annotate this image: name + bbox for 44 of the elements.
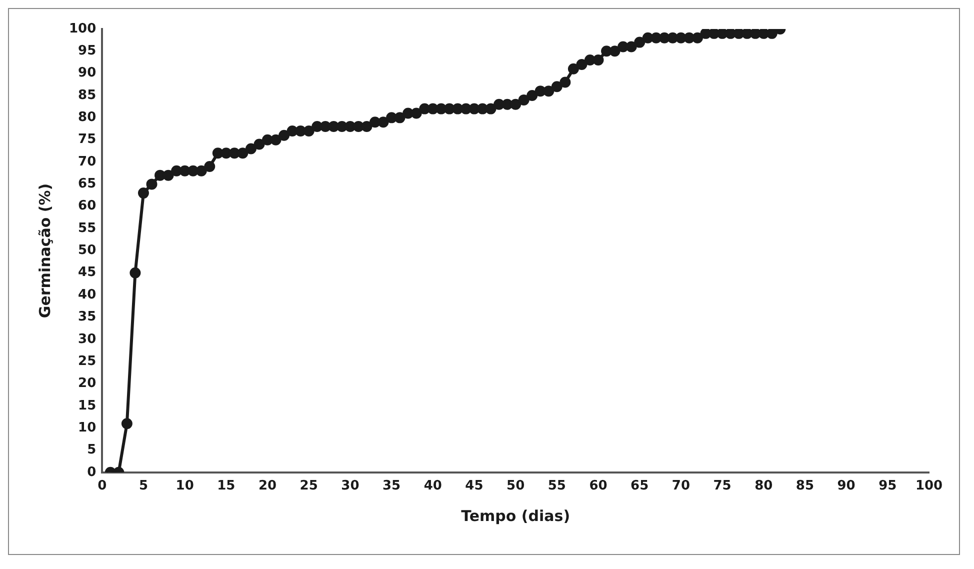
y-tick-label: 30 bbox=[78, 332, 96, 347]
x-tick-label: 0 bbox=[98, 478, 107, 494]
y-tick-label: 50 bbox=[78, 243, 96, 258]
x-tick-label: 45 bbox=[465, 478, 484, 494]
y-tick-label: 90 bbox=[78, 66, 96, 81]
y-tick-label: 35 bbox=[78, 310, 96, 325]
y-tick-label: 85 bbox=[78, 88, 96, 103]
x-tick-label: 100 bbox=[915, 478, 943, 494]
x-tick-label: 70 bbox=[672, 478, 690, 494]
x-tick-label: 25 bbox=[300, 478, 318, 494]
x-tick-label: 5 bbox=[138, 478, 148, 494]
y-tick-label: 0 bbox=[87, 464, 96, 480]
y-tick-label: 75 bbox=[78, 132, 96, 148]
x-axis-title: Tempo (dias) bbox=[461, 506, 570, 525]
y-tick-label: 70 bbox=[78, 154, 96, 170]
x-tick-label: 75 bbox=[713, 478, 732, 494]
x-tick-label: 90 bbox=[837, 478, 856, 494]
x-tick-label: 35 bbox=[382, 478, 401, 494]
y-tick-label: 80 bbox=[78, 110, 96, 126]
x-tick-label: 60 bbox=[589, 478, 608, 494]
x-tick-label: 40 bbox=[424, 478, 442, 494]
x-tick-label: 85 bbox=[796, 478, 814, 494]
x-tick-label: 30 bbox=[341, 478, 360, 494]
y-tick-label: 60 bbox=[78, 198, 96, 214]
y-tick-label: 10 bbox=[78, 420, 96, 436]
y-tick-label: 45 bbox=[78, 265, 96, 280]
y-axis-title: Germinação (%) bbox=[36, 183, 54, 318]
x-tick-label: 55 bbox=[548, 478, 566, 494]
x-tick-label: 95 bbox=[878, 478, 897, 494]
y-tick-label: 20 bbox=[78, 376, 96, 392]
x-tick-label: 20 bbox=[258, 478, 277, 494]
x-tick-label: 10 bbox=[176, 478, 194, 494]
y-tick-label: 65 bbox=[78, 176, 96, 192]
y-tick-label: 100 bbox=[68, 21, 96, 36]
y-tick-label: 15 bbox=[78, 398, 96, 414]
x-tick-label: 50 bbox=[506, 478, 525, 494]
y-tick-label: 40 bbox=[78, 287, 96, 302]
y-tick-label: 5 bbox=[87, 442, 96, 458]
x-tick-label: 65 bbox=[630, 478, 649, 494]
x-tick-label: 15 bbox=[217, 478, 236, 494]
y-tick-label: 95 bbox=[78, 44, 96, 59]
y-tick-label: 25 bbox=[78, 354, 96, 369]
y-tick-label: 55 bbox=[78, 220, 96, 236]
x-tick-label: 80 bbox=[754, 478, 773, 494]
